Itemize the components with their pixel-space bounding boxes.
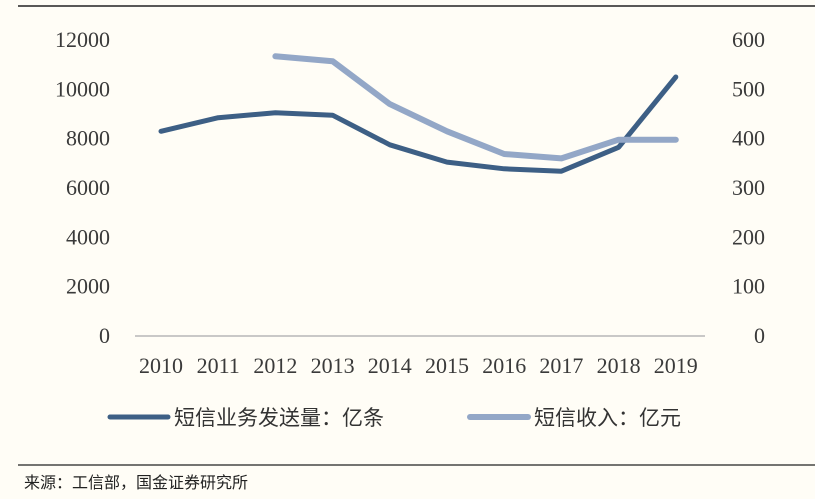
x-axis-ticks: 2010 2011 2012 2013 2014 2015 2016 2017 2018 2019: [139, 353, 698, 378]
right-y-tick-label: 0: [754, 323, 765, 348]
legend-label-2: 短信收入：亿元: [534, 406, 681, 430]
x-tick-label: 2014: [368, 353, 412, 378]
x-tick-label: 2012: [253, 353, 297, 378]
series-line-1: [158, 74, 679, 174]
right-y-tick-label: 600: [732, 27, 765, 52]
right-y-tick-label: 500: [732, 76, 765, 101]
x-tick-label: 2011: [197, 353, 240, 378]
left-y-tick-label: 0: [99, 323, 110, 348]
series-line-2: [272, 53, 679, 162]
right-y-tick-label: 400: [732, 126, 765, 151]
left-y-tick-label: 12000: [55, 27, 110, 52]
legend-label-1: 短信业务发送量：亿条: [174, 406, 384, 430]
x-tick-label: 2010: [139, 353, 183, 378]
x-tick-label: 2019: [654, 353, 698, 378]
series-lines: [158, 53, 679, 174]
left-y-tick-label: 10000: [55, 76, 110, 101]
x-tick-label: 2013: [311, 353, 355, 378]
source-note: 来源：工信部，国金证券研究所: [24, 473, 248, 492]
left-y-tick-label: 8000: [66, 126, 110, 151]
x-tick-label: 2017: [539, 353, 583, 378]
legend: 短信业务发送量：亿条 短信收入：亿元: [107, 406, 681, 430]
left-y-tick-label: 6000: [66, 175, 110, 200]
left-y-tick-label: 4000: [66, 224, 110, 249]
x-tick-label: 2015: [425, 353, 469, 378]
left-y-axis-ticks: 0 2000 4000 6000 8000 10000 12000: [55, 27, 110, 348]
right-y-tick-label: 300: [732, 175, 765, 200]
right-y-axis-ticks: 0 100 200 300 400 500 600: [732, 27, 765, 348]
x-tick-label: 2016: [482, 353, 526, 378]
left-y-tick-label: 2000: [66, 274, 110, 299]
right-y-tick-label: 200: [732, 224, 765, 249]
right-y-tick-label: 100: [732, 274, 765, 299]
x-tick-label: 2018: [597, 353, 641, 378]
